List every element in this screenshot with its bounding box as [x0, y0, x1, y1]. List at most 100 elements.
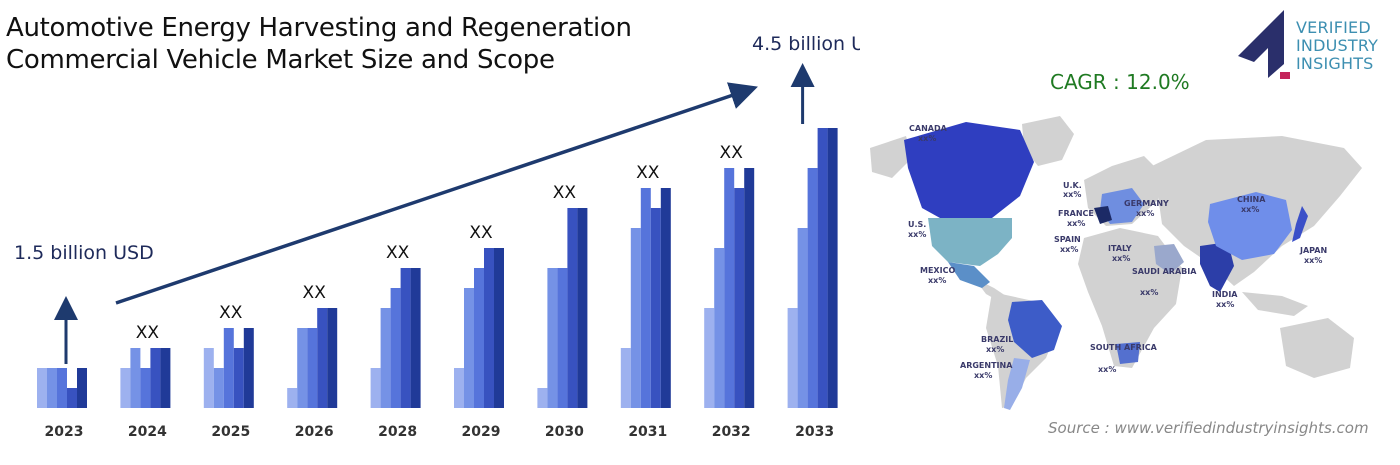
label-saudi-arabia-name: SAUDI ARABIA [1132, 267, 1197, 276]
brand-logo: VERIFIED INDUSTRY INSIGHTS [1236, 8, 1396, 80]
chart-title: Automotive Energy Harvesting and Regener… [6, 12, 632, 76]
bar-2028-s2 [380, 308, 391, 408]
bar-2028-s5 [410, 268, 421, 408]
source-note: Source : www.verifiedindustryinsights.co… [1048, 419, 1369, 437]
bar-2028-s3 [390, 288, 401, 408]
data-label-2030: XX [553, 183, 577, 203]
data-label-2025: XX [219, 303, 243, 323]
map-mexico [948, 262, 990, 288]
x-tick-2030: 2030 [545, 424, 584, 440]
bar-2031-s4 [650, 208, 661, 408]
bar-2024-s3 [140, 368, 151, 408]
end-value-label: 4.5 billion USD [752, 33, 860, 55]
label-japan-value: xx% [1304, 256, 1322, 265]
bar-2032-s5 [744, 168, 755, 408]
data-label-2029: XX [469, 223, 493, 243]
bar-2030-s1 [537, 388, 548, 408]
x-tick-2026: 2026 [295, 424, 334, 440]
label-us-value: xx% [908, 230, 926, 239]
label-france-name: FRANCE [1058, 209, 1094, 218]
label-south-africa-name: SOUTH AFRICA [1090, 343, 1158, 352]
labels-layer: 2023 2024 XX 2025 XX 2026 XX 2028 XX 2029 XX 2030 XX… [14, 33, 860, 440]
bar-2026-s4 [317, 308, 328, 408]
bar-2026-s5 [327, 308, 338, 408]
map-japan [1292, 206, 1308, 242]
bar-2030-s3 [557, 268, 568, 408]
label-china-value: xx% [1241, 205, 1259, 214]
map-south-africa [1116, 342, 1140, 364]
map-china [1208, 192, 1292, 260]
map-europe-highlight [1100, 188, 1144, 224]
label-uk-value: xx% [1063, 190, 1081, 199]
bar-2031-s2 [630, 228, 641, 408]
map-brazil [1008, 300, 1062, 358]
bar-2023-s4 [67, 388, 77, 408]
bar-2031-s5 [660, 188, 671, 408]
logo-line-1: VERIFIED [1296, 18, 1371, 37]
cagr-label: CAGR : 12.0% [1050, 70, 1190, 94]
map-uk [1088, 184, 1098, 200]
bar-chart: 2023 2024 XX 2025 XX 2026 XX 2028 XX 2029 XX 2030 XX… [14, 33, 860, 440]
bar-2032-s3 [724, 168, 735, 408]
bar-2029-s4 [484, 248, 494, 408]
bar-2031-s1 [620, 348, 631, 408]
label-canada-value: xx% [918, 134, 936, 143]
label-mexico-value: xx% [928, 276, 946, 285]
label-germany-name: GERMANY [1124, 199, 1169, 208]
map-saudi-arabia [1154, 244, 1184, 274]
logo-line-2: INDUSTRY [1296, 36, 1379, 55]
map-australia [1280, 318, 1354, 378]
map-greenland [1022, 116, 1074, 166]
map-alaska [870, 136, 912, 178]
bar-2026-s1 [287, 388, 298, 408]
bar-2032-s2 [714, 248, 725, 408]
x-tick-2024: 2024 [128, 424, 167, 440]
label-spain-name: SPAIN [1054, 235, 1081, 244]
data-label-2024: XX [136, 323, 160, 343]
bar-2033-s3 [807, 168, 818, 408]
label-argentina-value: xx% [974, 371, 992, 380]
map-india [1200, 242, 1234, 292]
map-canada [904, 122, 1034, 218]
label-germany-value: xx% [1136, 209, 1154, 218]
map-usa [928, 218, 1012, 266]
bar-2025-s1 [203, 348, 214, 408]
bar-2024-s5 [160, 348, 171, 408]
bar-2028-s4 [400, 268, 411, 408]
label-argentina-name: ARGENTINA [960, 361, 1013, 370]
bar-2023-s5 [77, 368, 87, 408]
bar-2023-s1 [37, 368, 47, 408]
bar-2029-s3 [474, 268, 484, 408]
x-tick-2032: 2032 [712, 424, 751, 440]
label-spain-value: xx% [1060, 245, 1078, 254]
label-india-value: xx% [1216, 300, 1234, 309]
bar-2033-s1 [787, 308, 798, 408]
label-brazil-name: BRAZIL [981, 335, 1013, 344]
x-tick-2023: 2023 [45, 424, 84, 440]
bar-2033-s4 [817, 128, 828, 408]
x-tick-2033: 2033 [795, 424, 834, 440]
growth-trend-arrow [115, 82, 758, 305]
arrows-layer [54, 63, 815, 364]
bar-2029-s1 [454, 368, 464, 408]
label-mexico-name: MEXICO [920, 266, 955, 275]
title-line-2: Commercial Vehicle Market Size and Scope [6, 45, 555, 75]
bar-2029-s5 [494, 248, 504, 408]
label-brazil-value: xx% [986, 345, 1004, 354]
data-label-2026: XX [303, 283, 327, 303]
label-italy-name: ITALY [1108, 244, 1132, 253]
label-china-name: CHINA [1237, 195, 1266, 204]
label-canada-name: CANADA [909, 124, 948, 133]
x-tick-2025: 2025 [211, 424, 250, 440]
data-label-2032: XX [720, 143, 744, 163]
data-label-2031: XX [636, 163, 660, 183]
bar-2033-s5 [827, 128, 838, 408]
bar-2029-s2 [464, 288, 474, 408]
bar-2023-s3 [57, 368, 67, 408]
x-tick-2031: 2031 [628, 424, 667, 440]
x-tick-2029: 2029 [462, 424, 501, 440]
map-southeast-asia [1242, 292, 1308, 316]
bar-2025-s3 [223, 328, 234, 408]
bar-2033-s2 [797, 228, 808, 408]
bar-2024-s2 [130, 348, 141, 408]
